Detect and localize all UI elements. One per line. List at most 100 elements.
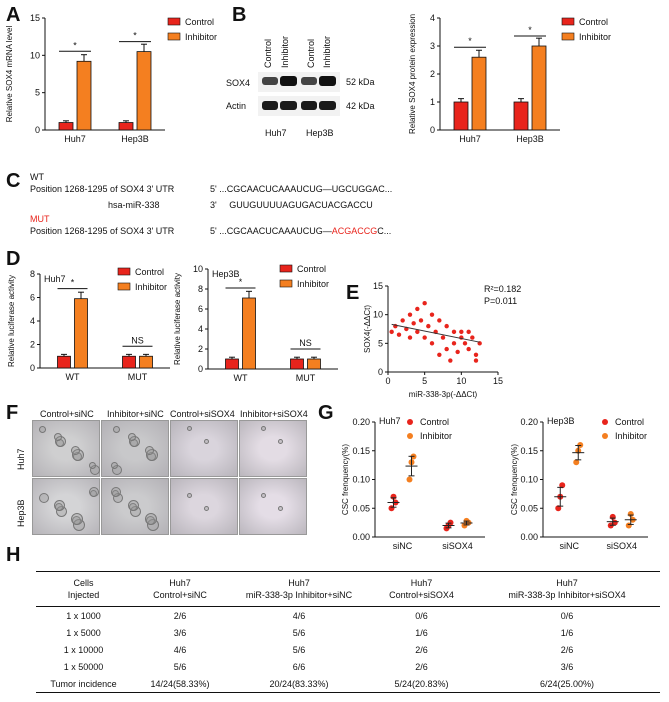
seq-mut-suffix: C... (377, 226, 392, 236)
y-tick-label: 1 (430, 97, 435, 107)
bar-inhibitor (531, 45, 547, 131)
scatter-point (411, 321, 416, 326)
scatter-point (459, 329, 464, 335)
legend-label-control: Control (615, 417, 644, 427)
microscopy-image (32, 478, 100, 535)
scatter-point (444, 346, 449, 352)
blot-lane-label: Inhibitor (322, 35, 332, 68)
significance-marker: * (239, 277, 243, 287)
panel-letter-c: C (6, 170, 21, 192)
x-tick-label: siSOX4 (606, 541, 637, 551)
y-axis-label: Relative luciferase activity (7, 275, 16, 367)
chart-d-huh7-luciferase: 0 2 4 6 8 Relative luciferase activity WT * MUT N… (7, 267, 170, 382)
chart-title: Huh7 (379, 416, 401, 426)
image-row-label: Huh7 (16, 448, 26, 470)
y-tick-label: 0 (30, 363, 35, 373)
x-tick-label: Huh7 (459, 134, 481, 144)
y-tick-label: 3 (430, 41, 435, 51)
dot-control (555, 505, 562, 512)
scatter-point (415, 306, 420, 312)
legend-swatch-control (117, 267, 131, 276)
scatter-point (415, 329, 420, 335)
significance-marker: NS (131, 335, 144, 345)
y-tick-label: 8 (30, 269, 35, 279)
legend-swatch-control (561, 17, 575, 26)
chart-title: Huh7 (44, 274, 66, 284)
y-tick-label: 0.15 (520, 446, 538, 456)
legend-swatch-inhibitor (561, 32, 575, 41)
panel-letter-g: G (318, 402, 334, 424)
microscopy-image (239, 420, 307, 477)
y-axis-label: SOX4(-ΔΔCt) (363, 305, 372, 353)
cell-sphere (111, 487, 121, 497)
bar-inhibitor (307, 358, 321, 370)
table-header-row: Cells Injected Huh7 Control+siNC Huh7 miR-3… (36, 571, 660, 607)
cell-sphere (204, 439, 209, 444)
blot-band-sox4 (258, 72, 340, 92)
significance-marker: * (468, 36, 472, 46)
bar-control (453, 101, 469, 131)
x-tick-label: siNC (560, 541, 580, 551)
chart-d-hep3b-luciferase: 0 2 4 6 8 10 Relative luciferase activity WT * MU… (173, 264, 338, 383)
dot-control (559, 482, 566, 489)
tumor-incidence-table: Cells Injected Huh7 Control+siNC Huh7 miR-3… (36, 571, 660, 693)
x-tick-label: siNC (393, 541, 413, 551)
y-tick-label: 8 (198, 284, 203, 294)
panel-letter-h: H (6, 544, 21, 566)
scatter-point (400, 318, 405, 323)
bar-control (513, 101, 529, 131)
bar-inhibitor (76, 60, 92, 131)
blot-lane-label: Inhibitor (280, 35, 290, 68)
panel-letter-b: B (232, 4, 247, 26)
scatter-point (437, 352, 442, 357)
y-tick-label: 0 (378, 367, 383, 377)
cell-sphere (128, 500, 139, 511)
image-row-label: Hep3B (16, 499, 26, 527)
microscopy-image (101, 478, 169, 535)
microscopy-image (170, 420, 238, 477)
blot-kda-sox4: 52 kDa (346, 77, 375, 87)
chart-e-correlation: 0 5 10 15 0 5 10 15 miR-338-3p(-ΔΔCt) SOX4(-ΔΔCt)… (363, 281, 521, 399)
bar-inhibitor (139, 355, 153, 369)
chart-title: Hep3B (212, 269, 240, 279)
seq-wt-position: Position 1268-1295 of SOX4 3' UTR (30, 184, 175, 194)
seq-mir-label: hsa-miR-338 (108, 200, 160, 210)
table-row: 1 x 50000 5/6 6/6 2/6 3/6 (63, 661, 574, 672)
legend-label-control: Control (420, 417, 449, 427)
legend-swatch-control (279, 264, 293, 273)
y-tick-label: 0.20 (520, 417, 538, 427)
scatter-point (407, 335, 413, 340)
y-tick-label: 15 (373, 281, 383, 291)
y-tick-label: 6 (198, 304, 203, 314)
legend-label-inhibitor: Inhibitor (615, 431, 647, 441)
y-tick-label: 10 (193, 264, 203, 274)
x-tick-label: Huh7 (64, 134, 86, 144)
y-tick-label: 10 (30, 50, 40, 60)
bar-inhibitor (74, 298, 88, 369)
cell-sphere (261, 493, 266, 498)
cell-sphere (54, 500, 65, 511)
blot-row-label-sox4: SOX4 (226, 78, 251, 88)
chart-g-hep3b-csc: 0.00 0.05 0.10 0.15 0.20 CSC frenquency(%) Hep… (510, 416, 648, 551)
cell-sphere (111, 462, 118, 469)
table-row: 1 x 1000 2/6 4/6 0/6 0/6 (66, 610, 574, 621)
panel-letter-d: D (6, 248, 21, 270)
cell-sphere (187, 493, 192, 498)
y-tick-label: 0.00 (352, 532, 370, 542)
y-tick-label: 15 (30, 13, 40, 23)
panel-letter-f: F (6, 402, 19, 424)
blot-lane-label: Control (263, 38, 273, 68)
scatter-point (418, 318, 424, 323)
significance-marker: NS (299, 338, 312, 348)
x-axis-label: miR-338-3p(-ΔΔCt) (409, 390, 478, 399)
table-header-cell: Huh7 miR-338-3p Inhibitor+siNC (229, 571, 369, 607)
regression-line (391, 323, 480, 343)
blot-band-actin (258, 96, 340, 116)
blot-group-hep3b: Hep3B (306, 128, 334, 138)
seq-wt-label: WT (30, 172, 44, 182)
scatter-point (426, 323, 431, 329)
annotation-p: P=0.011 (484, 296, 517, 306)
scatter-point (407, 312, 413, 317)
table-row: 1 x 5000 3/6 5/6 1/6 1/6 (66, 627, 574, 638)
legend-swatch-control (167, 17, 181, 26)
